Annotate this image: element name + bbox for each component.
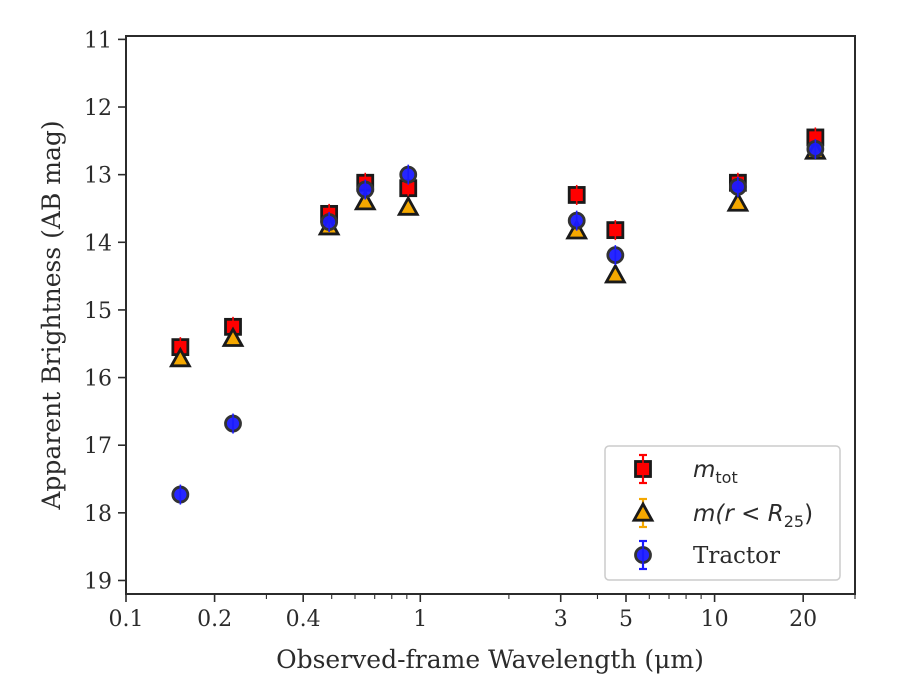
tractor-point — [356, 179, 375, 200]
mr25-point — [353, 189, 377, 211]
plot-frame — [125, 35, 856, 595]
data-marks — [168, 127, 827, 505]
y-tick-label: 12 — [84, 96, 112, 121]
y-tick-label: 14 — [84, 231, 112, 256]
legend-mr25-main: m(r < R — [693, 501, 784, 527]
tractor-point — [606, 245, 625, 266]
mtot-legend-marker — [634, 459, 652, 479]
y-tick-label: 17 — [84, 434, 112, 459]
tractor-point — [224, 413, 242, 434]
y-tick-label: 15 — [84, 299, 112, 324]
tractor-point — [399, 164, 418, 185]
legend-mtot-main: m — [693, 457, 715, 483]
tractor-point — [567, 210, 586, 231]
legend-mtot-sub: tot — [715, 468, 737, 487]
legend-mr25-tail: ) — [804, 501, 813, 527]
legend: mtot m(r < R25) Tractor — [604, 445, 841, 581]
x-tick-label: 0.4 — [286, 607, 321, 632]
x-tick-label: 3 — [554, 607, 568, 632]
x-tick-label: 0.2 — [197, 607, 232, 632]
legend-markers — [631, 453, 655, 571]
mr25-point — [168, 346, 192, 368]
mr25-point — [603, 262, 627, 284]
y-tick-label: 16 — [84, 367, 112, 392]
x-tick-label: 1 — [413, 607, 427, 632]
mr25-point — [221, 326, 245, 347]
x-axis-label: Observed-frame Wavelength (μm) — [276, 645, 704, 674]
y-tick-label: 13 — [84, 164, 112, 189]
tractor-point — [806, 138, 825, 159]
y-axis-label: Apparent Brightness (AB mag) — [37, 120, 66, 510]
x-tick-label: 5 — [619, 607, 633, 632]
tractor-point — [320, 212, 339, 232]
x-tick-label: 20 — [789, 607, 817, 632]
legend-box — [604, 445, 841, 581]
mtot-point — [567, 184, 586, 205]
mr25-point — [726, 191, 750, 212]
y-tick-label: 18 — [84, 502, 112, 527]
mr25-legend-marker — [631, 501, 655, 522]
legend-label-mr25: m(r < R25) — [693, 501, 813, 531]
legend-label-mtot: mtot — [693, 457, 738, 487]
tractor-legend-marker — [634, 545, 652, 565]
tractor-point — [171, 484, 190, 505]
mr25-point — [396, 195, 420, 216]
legend-mr25-sub: 25 — [784, 512, 804, 531]
x-tick-label: 0.1 — [109, 607, 144, 632]
mtot-point — [606, 220, 625, 241]
tractor-point — [728, 176, 747, 197]
legend-label-tractor: Tractor — [693, 543, 780, 569]
y-tick-label: 19 — [84, 569, 112, 594]
y-tick-label: 11 — [84, 28, 112, 53]
x-tick-label: 10 — [701, 607, 729, 632]
